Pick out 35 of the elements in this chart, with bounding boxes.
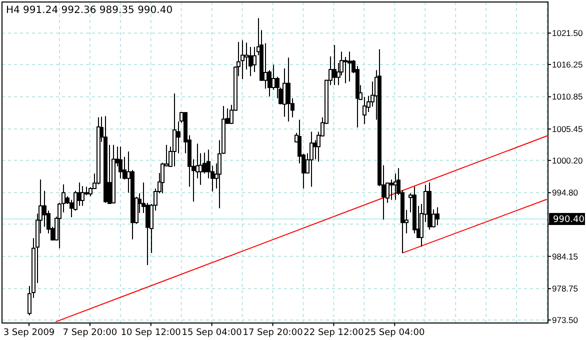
candlestick — [176, 121, 180, 154]
candlestick — [248, 46, 252, 77]
x-tick-label: 7 Sep 20:00 — [62, 328, 118, 338]
x-tick-label: 17 Sep 20:00 — [242, 328, 304, 338]
candlestick — [436, 206, 440, 226]
y-tick-label: 1000.20 — [552, 155, 583, 166]
y-tick-label: 1021.50 — [552, 28, 583, 38]
candlestick — [286, 57, 290, 122]
x-tick-label: 10 Sep 12:00 — [120, 328, 182, 338]
candlestick — [332, 44, 336, 86]
y-tick-label: 973.50 — [552, 314, 578, 325]
y-tick-label: 984.15 — [552, 251, 578, 262]
chart-title: H4 991.24 992.36 989.35 990.40 — [6, 5, 173, 16]
x-tick-label: 3 Sep 2009 — [3, 328, 55, 338]
candlestick — [118, 146, 122, 179]
candlestick — [80, 186, 84, 206]
y-tick-label: 1005.45 — [552, 124, 583, 134]
x-tick-label: 25 Sep 04:00 — [364, 328, 425, 338]
candlestick — [362, 96, 366, 124]
candlestick — [160, 162, 164, 194]
x-tick-label: 15 Sep 04:00 — [182, 328, 242, 338]
y-tick-label: 1016.25 — [552, 59, 583, 70]
y-tick-label: 978.75 — [552, 284, 578, 294]
candlestick — [390, 179, 394, 200]
ref-line-label: 990.40 — [553, 215, 585, 226]
candlestick — [172, 92, 176, 167]
candlestick — [252, 46, 256, 72]
candlestick — [348, 51, 352, 82]
x-tick-label: 22 Sep 12:00 — [304, 328, 364, 338]
y-tick-label: 994.80 — [552, 188, 578, 198]
y-tick-label: 1010.85 — [552, 92, 583, 102]
candlestick — [310, 131, 314, 188]
candlestick — [264, 42, 268, 90]
candlestick — [240, 40, 244, 80]
candlestick — [272, 64, 276, 90]
